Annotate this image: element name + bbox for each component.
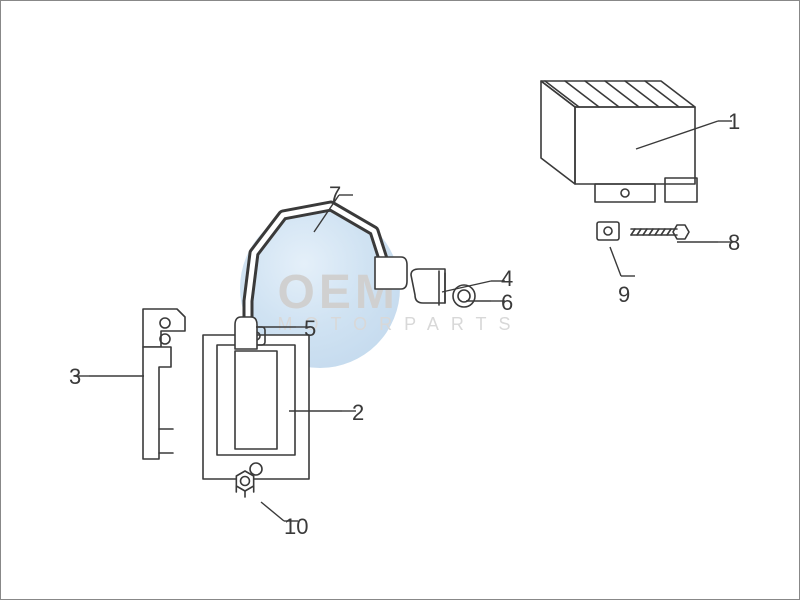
callout-8: 8 [728, 230, 740, 256]
callout-2: 2 [352, 400, 364, 426]
callout-7: 7 [329, 182, 341, 208]
callout-9: 9 [618, 282, 630, 308]
callout-3: 3 [69, 364, 81, 390]
callout-1: 1 [728, 109, 740, 135]
callout-6: 6 [501, 290, 513, 316]
callout-10: 10 [284, 514, 308, 540]
parts-drawing [1, 1, 800, 601]
callout-5: 5 [304, 316, 316, 342]
diagram-canvas: OEM MOTORPARTS 12345678910 [0, 0, 800, 600]
callout-4: 4 [501, 266, 513, 292]
